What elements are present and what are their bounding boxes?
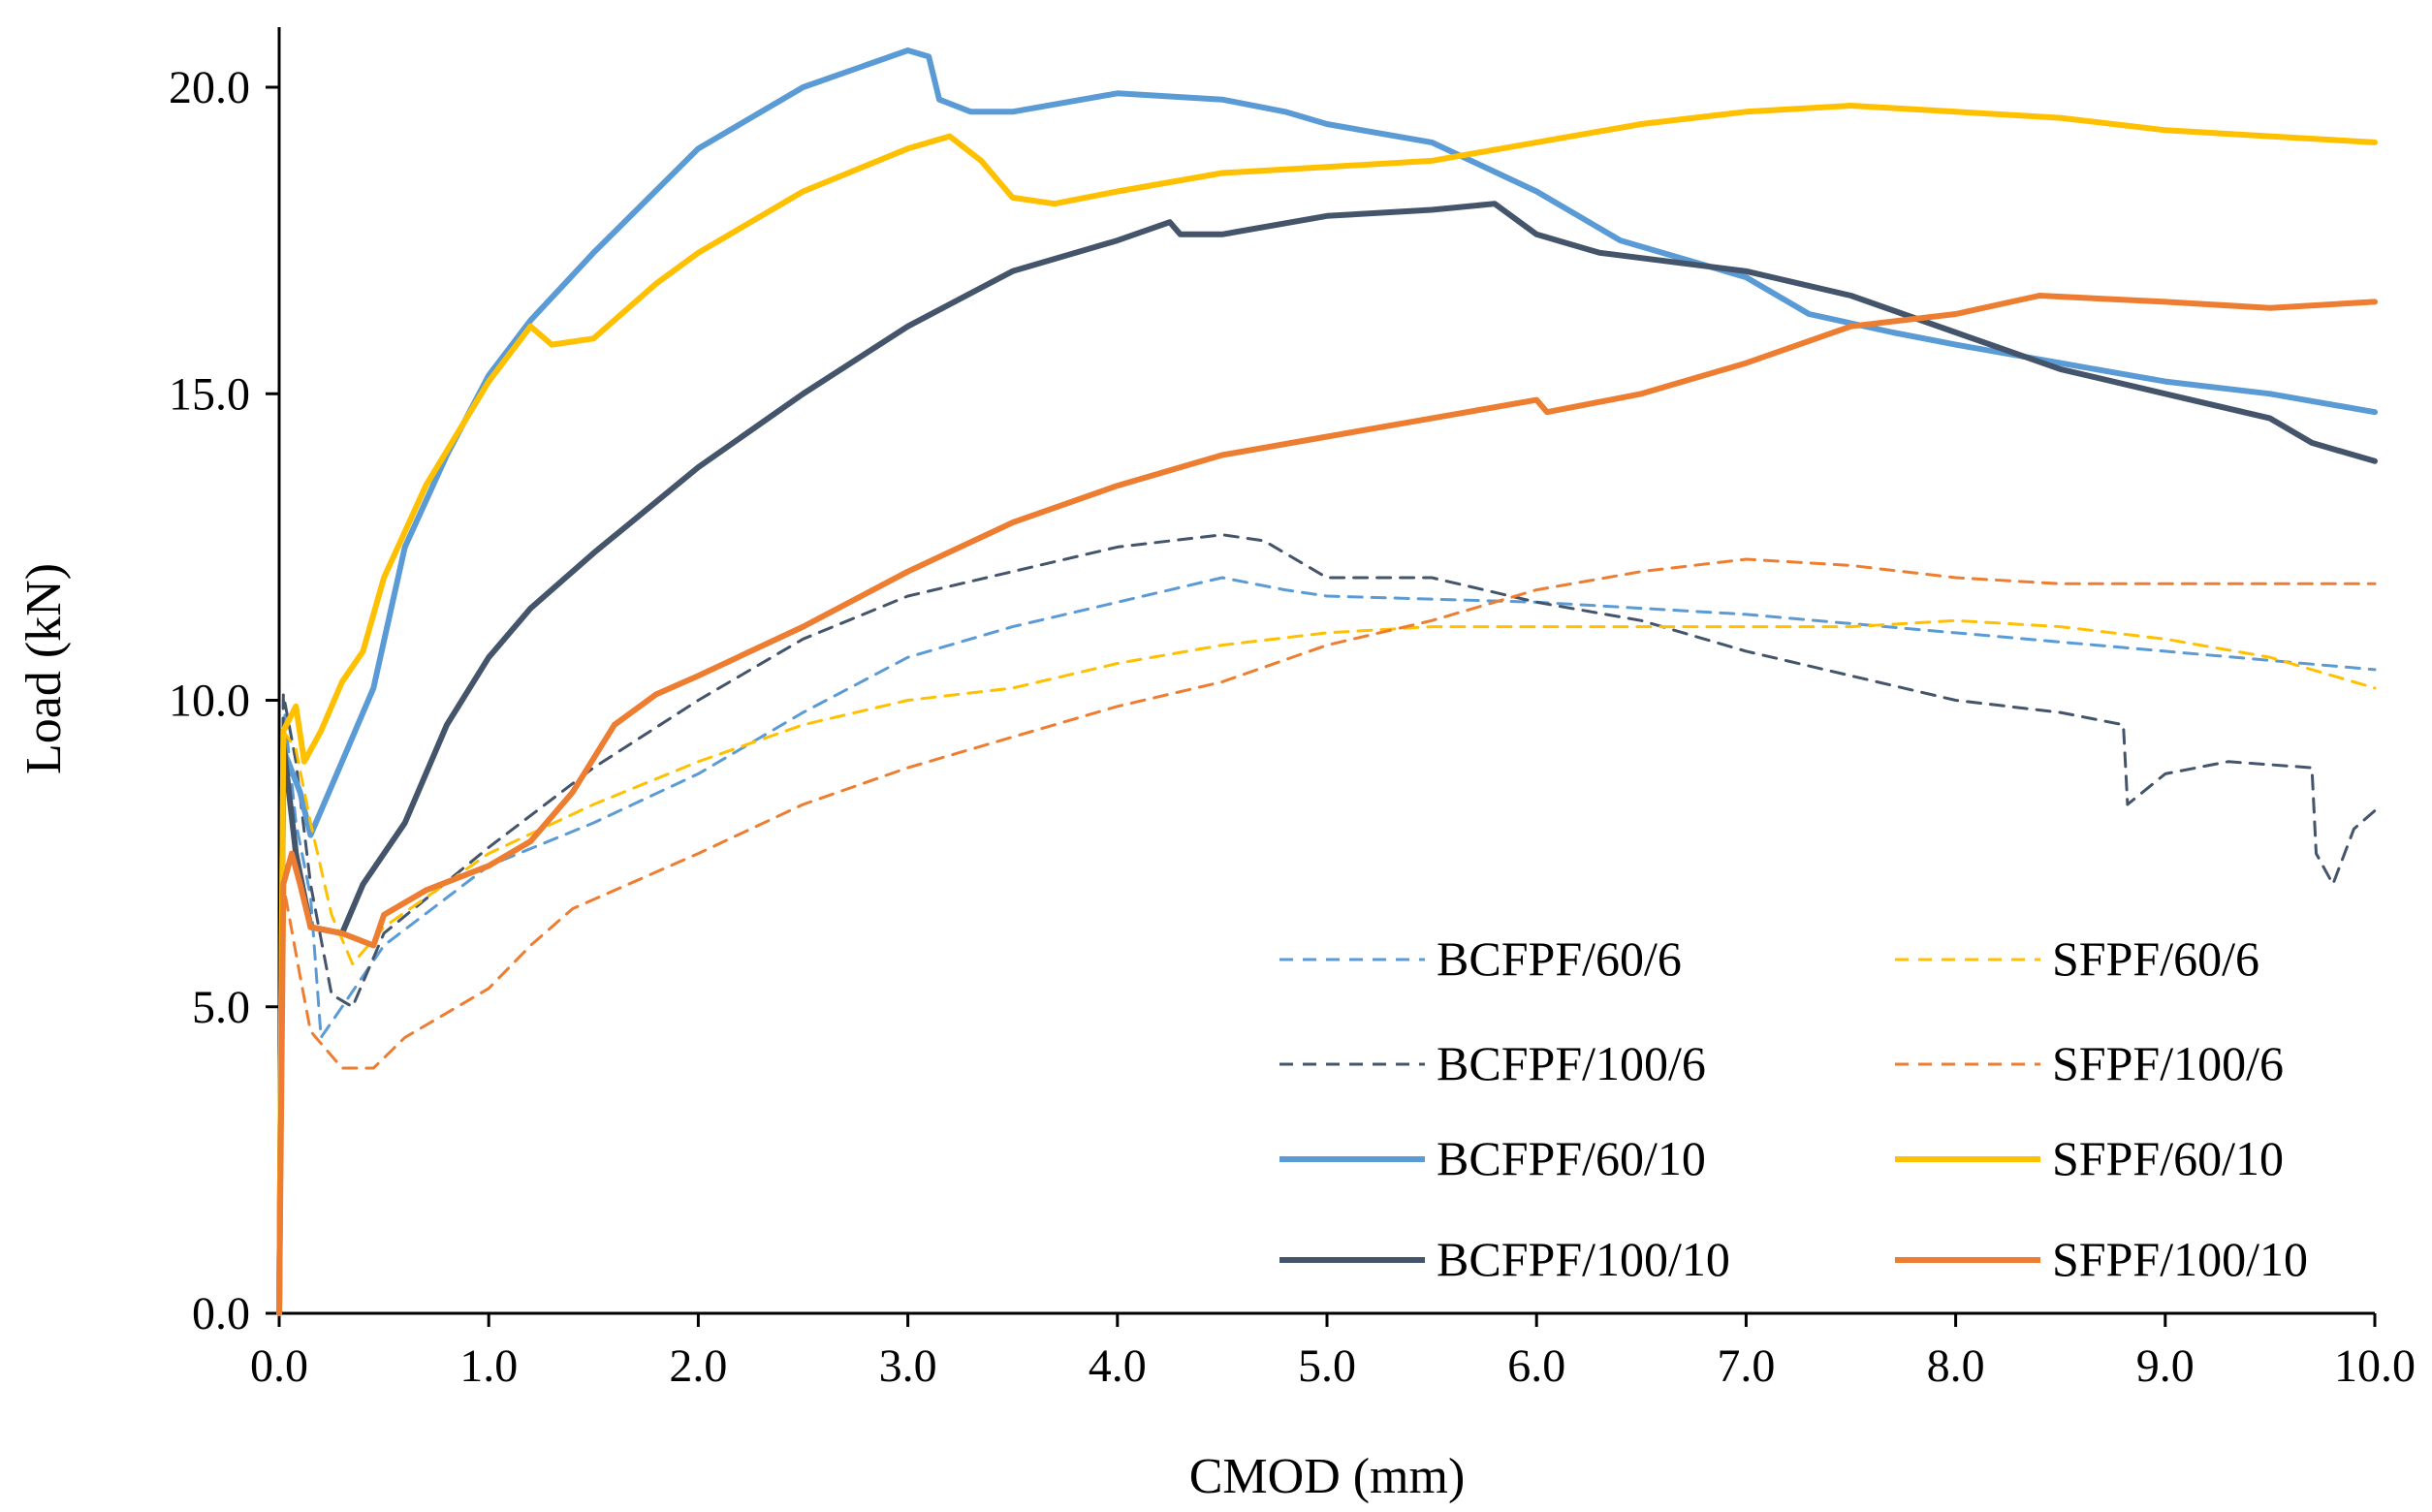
series-line-sfpf-100-6 [277, 557, 2377, 1315]
y-tick-label: 20.0 [169, 62, 250, 113]
x-tick-label: 2.0 [669, 1340, 727, 1392]
y-axis-title: Load (kN) [16, 563, 72, 774]
x-tick-label: 6.0 [1507, 1340, 1565, 1392]
x-tick-label: 4.0 [1089, 1340, 1147, 1392]
series-line-bcfpf-60-6 [277, 576, 2377, 1315]
x-axis-title: CMOD (mm) [1189, 1449, 1466, 1504]
y-tick-label: 5.0 [192, 982, 250, 1033]
x-ticks: 0.0 1.0 2.0 3.0 4.0 5.0 6.0 7.0 8.0 9.0 10.0 [250, 1313, 2416, 1392]
y-tick-label: 0.0 [192, 1288, 250, 1339]
legend-label-bcfpf-60-10: BCFPF/60/10 [1437, 1131, 1706, 1185]
y-tick-label: 10.0 [169, 676, 250, 727]
legend-label-bcfpf-60-6: BCFPF/60/6 [1437, 931, 1682, 986]
x-tick-label: 7.0 [1717, 1340, 1775, 1392]
series-line-bcfpf-100-10 [276, 201, 2378, 1316]
x-tick-label: 3.0 [879, 1340, 937, 1392]
series-line-sfpf-60-10 [276, 103, 2378, 1316]
x-tick-label: 10.0 [2334, 1340, 2416, 1392]
y-ticks: 0.0 5.0 10.0 15.0 20.0 [169, 62, 279, 1339]
x-tick-label: 5.0 [1298, 1340, 1356, 1392]
legend-label-bcfpf-100-6: BCFPF/100/6 [1437, 1036, 1706, 1090]
x-tick-label: 8.0 [1927, 1340, 1985, 1392]
legend: BCFPF/60/6 SFPF/60/6 BCFPF/100/6 SFPF/100/6… [1279, 931, 2308, 1286]
series-line-sfpf-100-10 [276, 293, 2378, 1316]
legend-label-sfpf-100-6: SFPF/100/6 [2052, 1036, 2284, 1090]
series-line-bcfpf-60-10 [276, 47, 2378, 1316]
series-line-bcfpf-100-6 [277, 533, 2377, 1315]
legend-label-sfpf-60-6: SFPF/60/6 [2052, 931, 2259, 986]
series-line-sfpf-60-6 [277, 618, 2377, 1315]
x-tick-label: 9.0 [2136, 1340, 2195, 1392]
legend-label-bcfpf-100-10: BCFPF/100/10 [1437, 1232, 1730, 1286]
x-tick-label: 1.0 [459, 1340, 518, 1392]
x-tick-label: 0.0 [250, 1340, 308, 1392]
legend-label-sfpf-60-10: SFPF/60/10 [2052, 1131, 2284, 1185]
y-tick-label: 15.0 [169, 368, 250, 420]
legend-label-sfpf-100-10: SFPF/100/10 [2052, 1232, 2308, 1286]
series-layer [276, 47, 2378, 1316]
axes [277, 27, 2375, 1315]
